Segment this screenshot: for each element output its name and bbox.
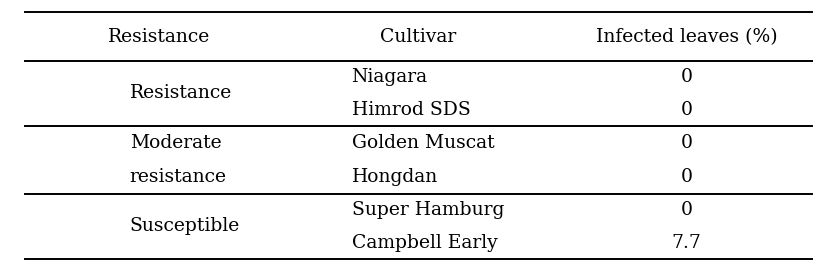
Text: Cultivar: Cultivar: [380, 28, 456, 46]
Text: Golden Muscat: Golden Muscat: [351, 134, 493, 152]
Text: Resistance: Resistance: [108, 28, 210, 46]
Text: Super Hamburg: Super Hamburg: [351, 201, 503, 219]
Text: 0: 0: [680, 201, 691, 219]
Text: Himrod SDS: Himrod SDS: [351, 101, 470, 119]
Text: 0: 0: [680, 101, 691, 119]
Text: 0: 0: [680, 68, 691, 86]
Text: Hongdan: Hongdan: [351, 168, 437, 186]
Text: 0: 0: [680, 134, 691, 152]
Text: Resistance: Resistance: [130, 85, 232, 102]
Text: 7.7: 7.7: [670, 234, 701, 251]
Text: resistance: resistance: [130, 168, 227, 186]
Text: 0: 0: [680, 168, 691, 186]
Text: Campbell Early: Campbell Early: [351, 234, 497, 251]
Text: Moderate: Moderate: [130, 134, 221, 152]
Text: Infected leaves (%): Infected leaves (%): [595, 28, 776, 46]
Text: Susceptible: Susceptible: [130, 217, 240, 235]
Text: Niagara: Niagara: [351, 68, 427, 86]
